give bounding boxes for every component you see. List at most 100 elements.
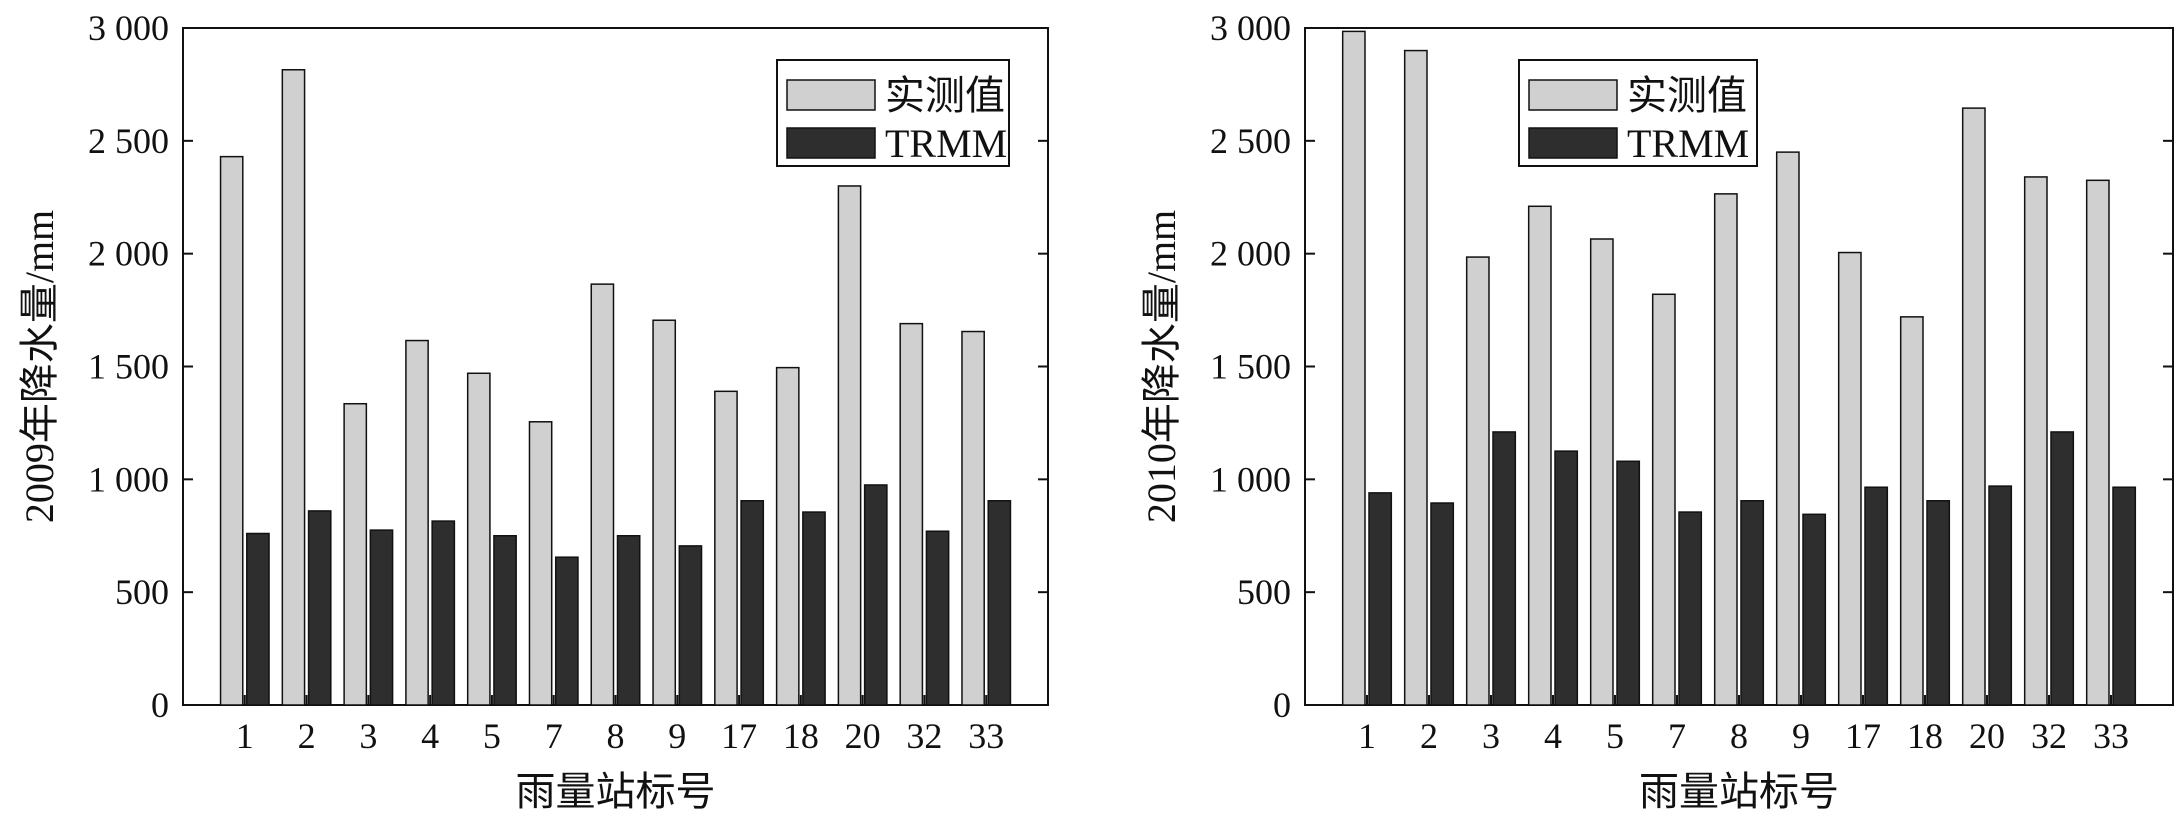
bar-trmm-20 <box>863 484 888 706</box>
x-tick-label: 9 <box>668 716 686 756</box>
bar-measured-8 <box>590 283 615 706</box>
bar-measured-2 <box>1403 49 1428 706</box>
x-tick-label: 1 <box>1358 716 1376 756</box>
bar-trmm-20 <box>1988 485 2013 706</box>
bar-trmm-8 <box>1740 500 1765 706</box>
bar-trmm-18 <box>802 511 826 706</box>
y-tick-label: 3 000 <box>1210 8 1291 48</box>
bar-measured-2 <box>281 68 306 706</box>
bar-trmm-1 <box>246 532 270 706</box>
y-tick-label: 1 500 <box>1210 347 1291 387</box>
bar-trmm-1 <box>1368 492 1393 706</box>
bar-trmm-32 <box>925 530 950 706</box>
bar-trmm-5 <box>493 535 517 706</box>
legend-swatch <box>786 79 876 111</box>
y-tick-label: 1 000 <box>1210 459 1291 499</box>
y-tick-label: 3 000 <box>88 8 169 48</box>
bar-measured-20 <box>837 185 862 706</box>
bar-measured-18 <box>1899 316 1924 706</box>
bar-trmm-18 <box>1926 500 1951 706</box>
x-tick-label: 17 <box>721 716 757 756</box>
bar-measured-1 <box>1341 30 1366 706</box>
x-tick-label: 9 <box>1792 716 1810 756</box>
legend-label: TRMM <box>885 121 1007 166</box>
x-tick-label: 5 <box>1606 716 1624 756</box>
y-tick-label: 2 000 <box>88 234 169 274</box>
x-tick-label: 7 <box>545 716 563 756</box>
legend-swatch <box>786 127 876 159</box>
x-tick-label: 1 <box>236 716 254 756</box>
bar-trmm-9 <box>1802 513 1827 706</box>
bar-measured-20 <box>1961 107 1986 706</box>
x-tick-label: 8 <box>607 716 625 756</box>
y-tick-label: 500 <box>1237 572 1291 612</box>
bar-trmm-3 <box>369 529 394 706</box>
legend-label: TRMM <box>1627 121 1749 166</box>
bar-measured-8 <box>1713 193 1738 706</box>
y-tick-label: 2 500 <box>88 121 169 161</box>
bar-trmm-17 <box>1864 486 1889 706</box>
bar-measured-7 <box>1651 293 1676 706</box>
bar-trmm-32 <box>2050 431 2075 706</box>
x-tick-label: 3 <box>1482 716 1500 756</box>
x-axis-label: 雨量站标号 <box>1639 769 1839 814</box>
x-tick-label: 33 <box>968 716 1004 756</box>
x-tick-label: 20 <box>845 716 881 756</box>
x-tick-label: 20 <box>1969 716 2005 756</box>
bar-measured-5 <box>466 372 491 706</box>
x-tick-label: 2 <box>1420 716 1438 756</box>
legend-label: 实测值 <box>1627 73 1747 118</box>
x-tick-label: 32 <box>2031 716 2067 756</box>
bar-measured-9 <box>652 319 677 706</box>
bar-trmm-33 <box>2112 486 2137 706</box>
bar-trmm-17 <box>740 500 765 706</box>
bar-measured-3 <box>343 402 368 706</box>
x-tick-label: 7 <box>1668 716 1686 756</box>
bar-trmm-2 <box>307 510 332 706</box>
bar-measured-9 <box>1775 151 1800 706</box>
bar-measured-5 <box>1589 238 1614 706</box>
bar-measured-17 <box>714 390 738 706</box>
bar-measured-33 <box>2085 179 2110 706</box>
bar-measured-1 <box>219 155 244 706</box>
x-tick-label: 32 <box>906 716 942 756</box>
x-tick-label: 5 <box>483 716 501 756</box>
y-axis-label: 2010年降水量/mm <box>1139 210 1184 523</box>
y-tick-label: 2 500 <box>1210 121 1291 161</box>
bar-trmm-8 <box>616 535 641 706</box>
bar-measured-33 <box>961 330 985 706</box>
bar-measured-7 <box>528 421 553 706</box>
bar-trmm-7 <box>1678 511 1703 706</box>
chart-panel-2: 0 500 1 000 1 500 2 000 2 500 3 000 1 2 3 4 5 7 8 9 17 1… <box>1139 8 2174 814</box>
x-tick-label: 4 <box>1544 716 1562 756</box>
bar-measured-32 <box>2023 176 2048 706</box>
x-axis-label: 雨量站标号 <box>516 769 716 814</box>
bar-trmm-4 <box>1554 450 1579 706</box>
bar-trmm-9 <box>678 545 703 706</box>
y-tick-label: 2 000 <box>1210 234 1291 274</box>
bar-trmm-33 <box>987 500 1012 706</box>
x-tick-label: 3 <box>359 716 377 756</box>
chart-panel-1: 0 500 1 000 1 500 2 000 2 500 3 000 1 2 3 4 5 7 8 9 17 1… <box>17 8 1049 814</box>
y-tick-label: 0 <box>1273 685 1291 725</box>
bar-trmm-5 <box>1616 460 1641 706</box>
y-tick-label: 0 <box>151 685 169 725</box>
y-tick-label: 1 500 <box>88 347 169 387</box>
x-tick-label: 17 <box>1845 716 1881 756</box>
x-tick-label: 18 <box>783 716 819 756</box>
legend-swatch <box>1528 79 1618 111</box>
x-tick-label: 33 <box>2093 716 2129 756</box>
bar-measured-18 <box>775 366 800 706</box>
x-tick-label: 18 <box>1907 716 1943 756</box>
x-tick-label: 8 <box>1730 716 1748 756</box>
bar-trmm-4 <box>431 520 456 706</box>
bar-trmm-7 <box>554 556 579 706</box>
bar-trmm-2 <box>1430 502 1455 706</box>
y-tick-label: 500 <box>115 572 169 612</box>
legend-label: 实测值 <box>885 73 1005 118</box>
bar-trmm-3 <box>1492 431 1517 706</box>
